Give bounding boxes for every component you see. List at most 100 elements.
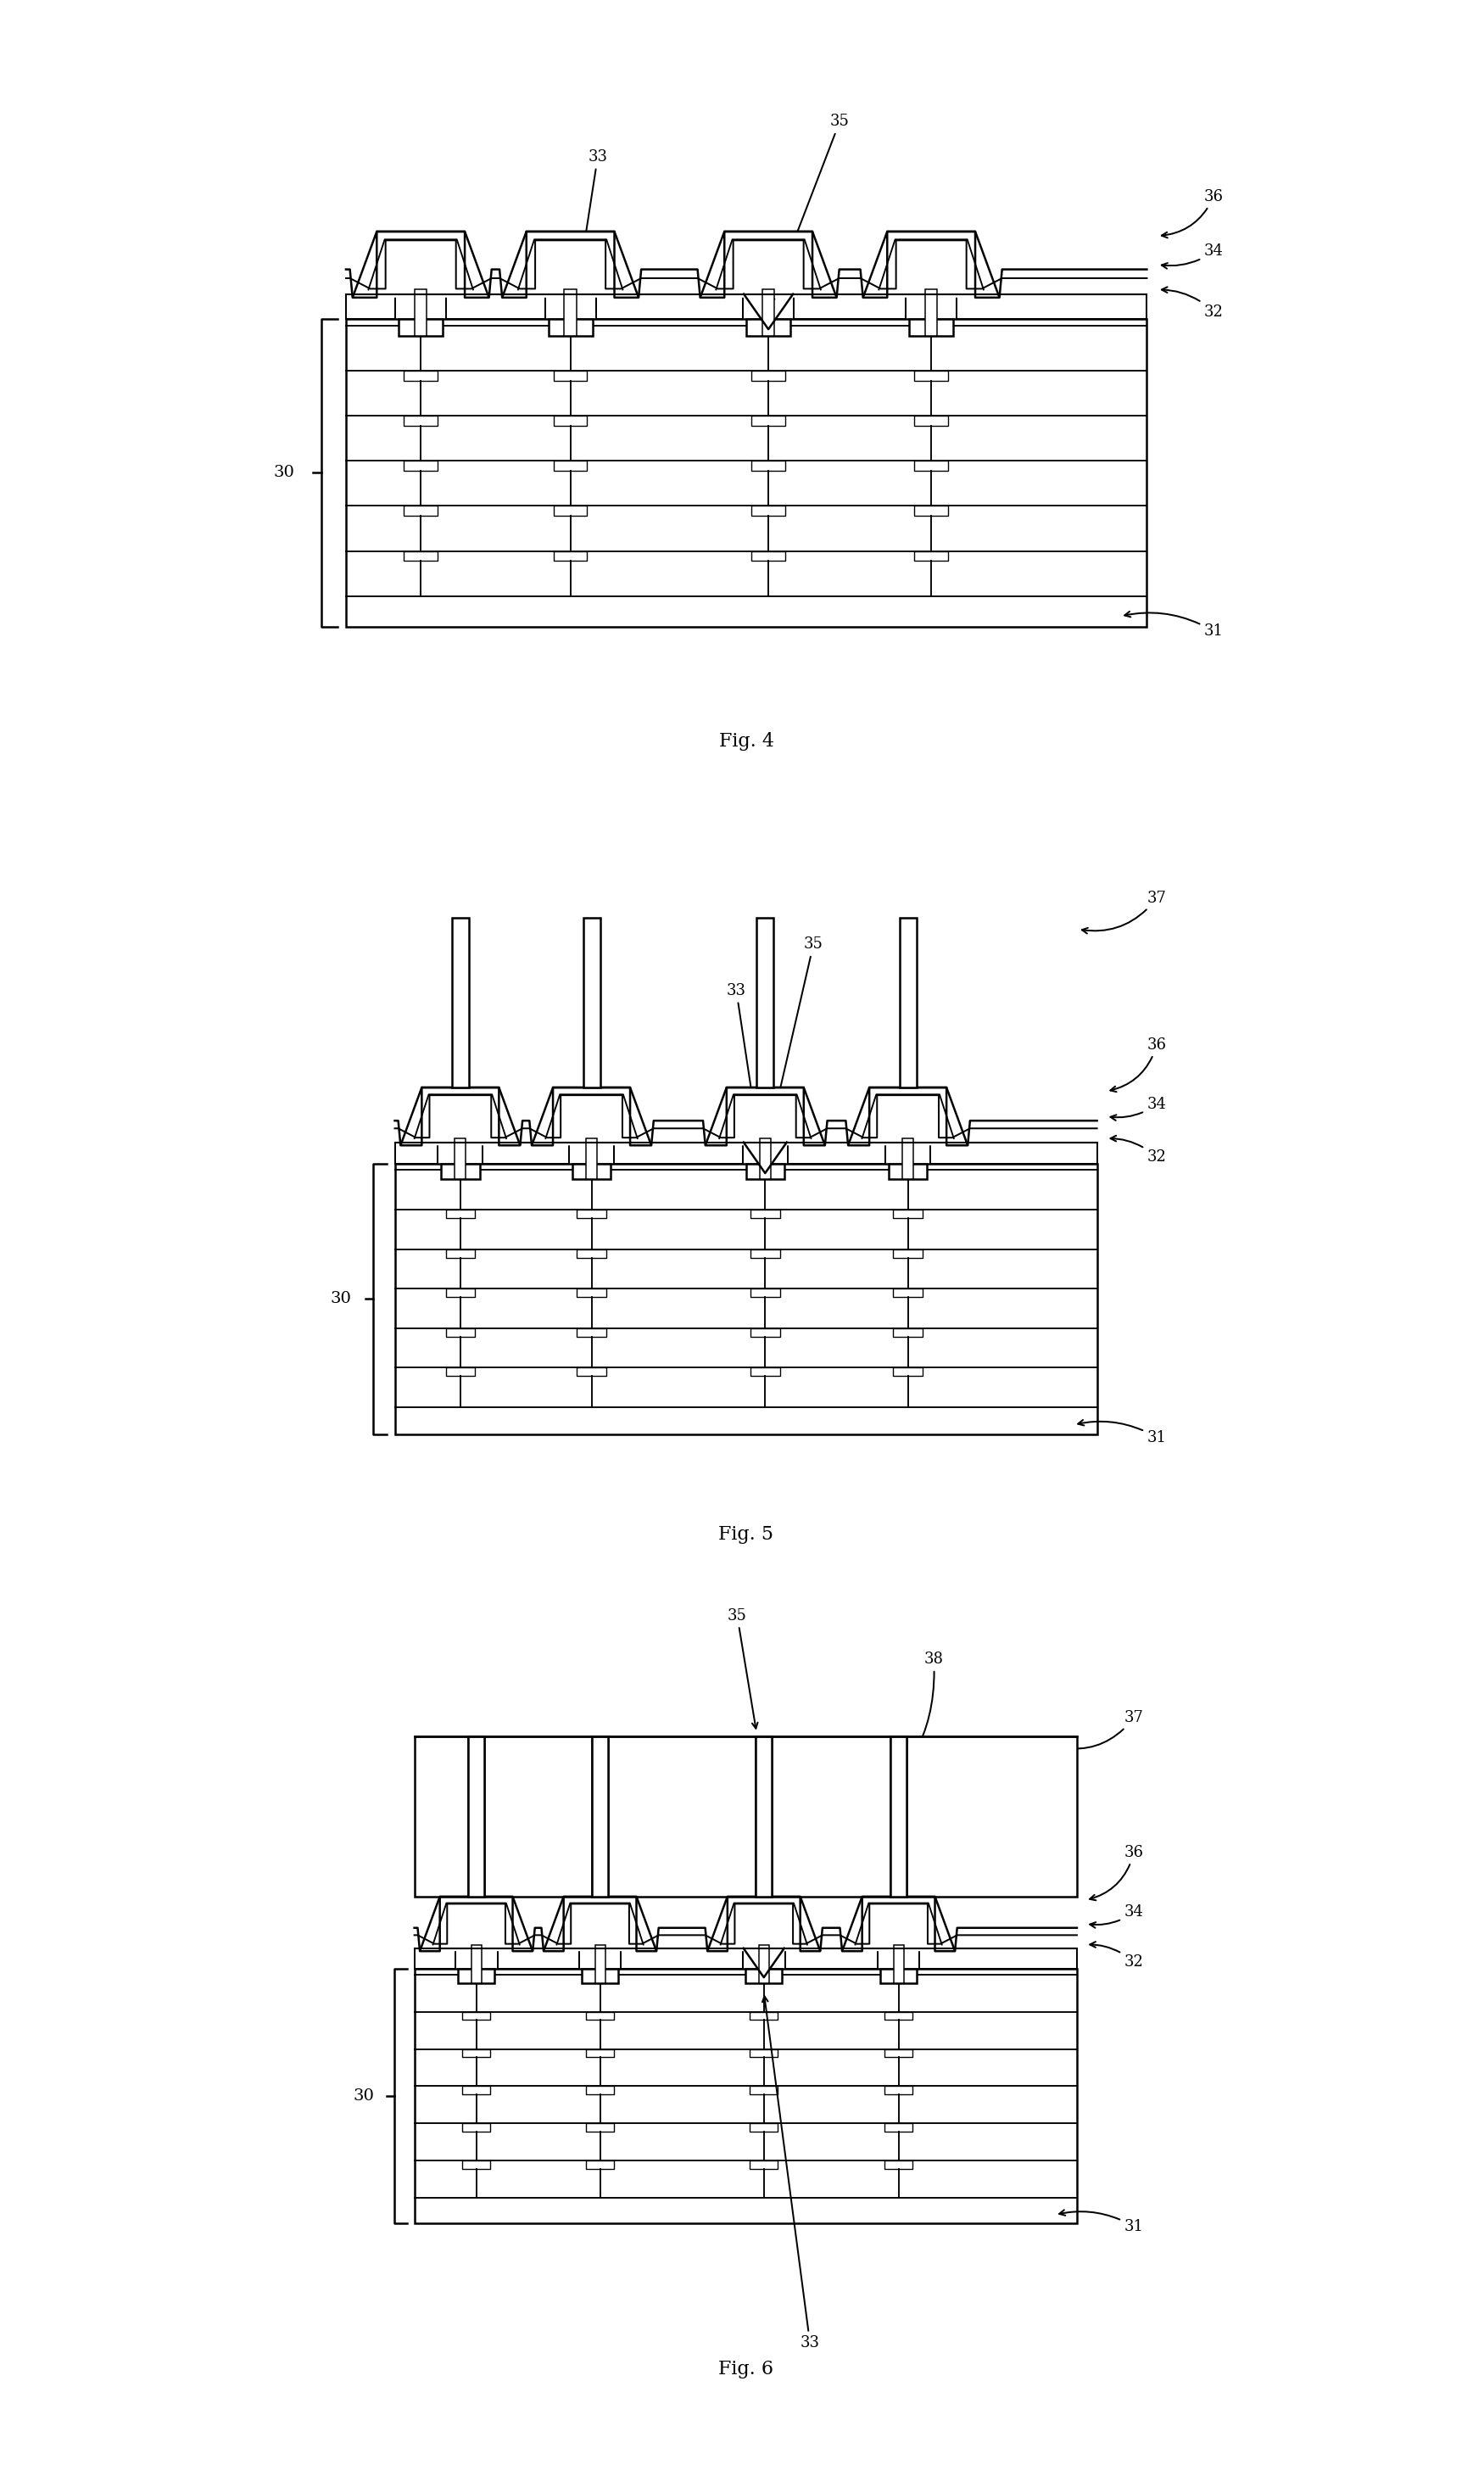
Bar bbox=[880, 1970, 917, 1984]
Bar bbox=[586, 1974, 614, 1982]
Text: 36: 36 bbox=[1162, 190, 1224, 237]
Text: 35: 35 bbox=[769, 113, 849, 303]
Bar bbox=[497, 1947, 579, 1970]
Text: 31: 31 bbox=[1060, 2211, 1144, 2233]
Bar bbox=[482, 1141, 570, 1163]
Bar bbox=[751, 1289, 779, 1297]
Bar bbox=[957, 293, 1147, 318]
Polygon shape bbox=[353, 232, 488, 298]
Polygon shape bbox=[543, 1896, 656, 1952]
Bar bbox=[554, 370, 588, 380]
Bar bbox=[893, 1210, 923, 1218]
Bar bbox=[752, 417, 785, 426]
Polygon shape bbox=[847, 1087, 968, 1146]
Text: 32: 32 bbox=[1110, 1136, 1166, 1166]
Polygon shape bbox=[531, 1087, 651, 1146]
Bar bbox=[893, 1289, 923, 1297]
Bar bbox=[445, 1210, 475, 1218]
Bar bbox=[751, 1368, 779, 1375]
Bar bbox=[414, 1735, 1077, 1896]
Bar bbox=[614, 1141, 743, 1163]
Bar bbox=[399, 318, 442, 335]
Text: Fig. 4: Fig. 4 bbox=[718, 732, 775, 749]
Bar bbox=[469, 1735, 484, 1896]
Bar bbox=[757, 917, 773, 1087]
Bar bbox=[752, 461, 785, 471]
Bar bbox=[463, 2162, 490, 2169]
Bar bbox=[910, 318, 953, 335]
Bar bbox=[469, 1735, 484, 1896]
Bar bbox=[893, 1368, 923, 1375]
Bar bbox=[554, 505, 588, 515]
Bar bbox=[441, 1163, 479, 1178]
Bar bbox=[752, 325, 785, 335]
Bar bbox=[445, 1289, 475, 1297]
Bar bbox=[914, 552, 948, 560]
Bar bbox=[785, 1947, 877, 1970]
Bar bbox=[760, 1139, 770, 1178]
Bar bbox=[751, 1171, 779, 1178]
Text: 33: 33 bbox=[577, 150, 607, 271]
Polygon shape bbox=[700, 232, 837, 298]
Polygon shape bbox=[420, 1896, 533, 1952]
Bar bbox=[749, 2011, 778, 2019]
Bar bbox=[884, 2122, 913, 2132]
Bar bbox=[577, 1329, 605, 1336]
Text: 34: 34 bbox=[1162, 244, 1223, 269]
Bar bbox=[577, 1210, 605, 1218]
Bar bbox=[445, 1368, 475, 1375]
Text: Fig. 6: Fig. 6 bbox=[718, 2359, 773, 2379]
Text: 35: 35 bbox=[764, 937, 824, 1149]
Bar bbox=[893, 1171, 923, 1178]
Bar bbox=[445, 1250, 475, 1257]
Bar bbox=[745, 1970, 782, 1984]
Bar bbox=[586, 1139, 597, 1178]
Bar bbox=[554, 461, 588, 471]
Bar bbox=[346, 318, 1147, 626]
Text: 30: 30 bbox=[331, 1292, 352, 1306]
Text: Fig. 5: Fig. 5 bbox=[718, 1526, 773, 1543]
Bar bbox=[414, 1970, 1077, 2223]
Text: 35: 35 bbox=[727, 1607, 758, 1728]
Bar bbox=[577, 1171, 605, 1178]
Bar bbox=[445, 1329, 475, 1336]
Text: 34: 34 bbox=[1089, 1905, 1144, 1928]
Bar bbox=[890, 1735, 907, 1896]
Bar bbox=[414, 1947, 456, 1970]
Bar bbox=[346, 293, 395, 318]
Bar bbox=[395, 1141, 438, 1163]
Text: 32: 32 bbox=[1162, 286, 1223, 320]
Bar bbox=[456, 1139, 466, 1178]
Bar bbox=[763, 291, 775, 335]
Bar bbox=[884, 2162, 913, 2169]
Text: 38: 38 bbox=[855, 1652, 944, 1814]
Bar bbox=[459, 1970, 494, 1984]
Text: 36: 36 bbox=[1089, 1844, 1144, 1901]
Bar bbox=[788, 1141, 886, 1163]
Bar bbox=[554, 325, 588, 335]
Text: 30: 30 bbox=[353, 2088, 374, 2103]
Bar bbox=[564, 291, 577, 335]
Bar bbox=[746, 1163, 785, 1178]
Bar bbox=[794, 293, 905, 318]
Text: 37: 37 bbox=[1063, 1711, 1144, 1753]
Bar bbox=[573, 1163, 611, 1178]
Bar bbox=[404, 325, 438, 335]
Bar bbox=[930, 1141, 1097, 1163]
Bar bbox=[751, 1329, 779, 1336]
Text: 36: 36 bbox=[1110, 1038, 1166, 1092]
Bar bbox=[586, 2122, 614, 2132]
Bar bbox=[914, 325, 948, 335]
Bar bbox=[463, 2122, 490, 2132]
Text: 34: 34 bbox=[1110, 1097, 1166, 1122]
Bar bbox=[592, 1735, 608, 1896]
Bar bbox=[447, 293, 545, 318]
Bar bbox=[463, 2085, 490, 2095]
Bar bbox=[893, 1329, 923, 1336]
Bar bbox=[749, 1974, 778, 1982]
Bar bbox=[586, 2085, 614, 2095]
Bar bbox=[463, 2048, 490, 2056]
Bar bbox=[395, 1163, 1097, 1435]
Bar bbox=[549, 318, 592, 335]
Bar bbox=[414, 291, 427, 335]
